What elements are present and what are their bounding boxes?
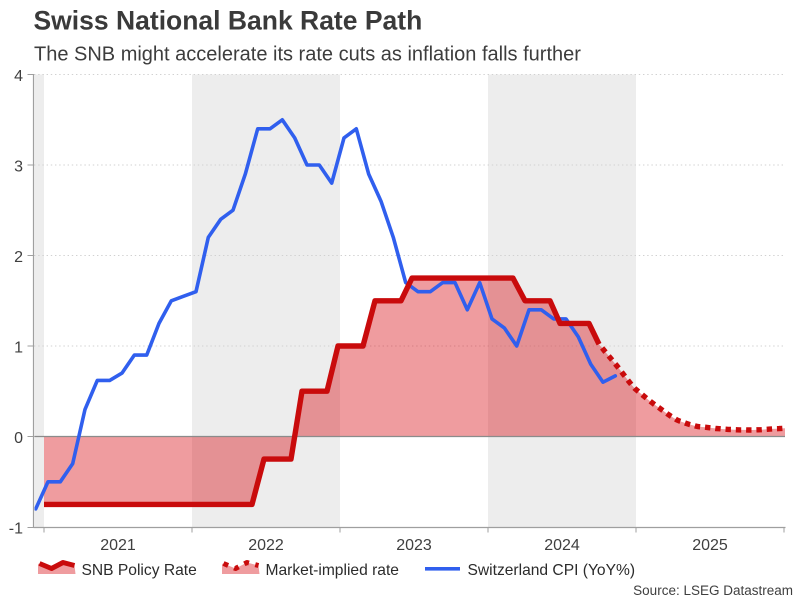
svg-text:2025: 2025 bbox=[692, 537, 728, 554]
svg-text:SNB Policy Rate: SNB Policy Rate bbox=[82, 562, 197, 579]
svg-text:Market-implied rate: Market-implied rate bbox=[266, 562, 399, 579]
svg-text:4: 4 bbox=[14, 68, 23, 85]
svg-text:2022: 2022 bbox=[248, 537, 284, 554]
svg-text:2023: 2023 bbox=[396, 537, 432, 554]
svg-text:Source: LSEG Datastream: Source: LSEG Datastream bbox=[633, 583, 793, 598]
svg-text:0: 0 bbox=[14, 430, 23, 447]
svg-text:1: 1 bbox=[14, 339, 23, 356]
svg-text:Swiss National Bank Rate Path: Swiss National Bank Rate Path bbox=[34, 6, 423, 36]
svg-text:2024: 2024 bbox=[544, 537, 580, 554]
svg-text:Switzerland CPI (YoY%): Switzerland CPI (YoY%) bbox=[468, 562, 636, 579]
svg-text:The SNB might accelerate its r: The SNB might accelerate its rate cuts a… bbox=[34, 44, 581, 66]
svg-text:2: 2 bbox=[14, 249, 23, 266]
svg-text:-1: -1 bbox=[9, 520, 23, 537]
svg-text:2021: 2021 bbox=[100, 537, 136, 554]
svg-text:3: 3 bbox=[14, 158, 23, 175]
